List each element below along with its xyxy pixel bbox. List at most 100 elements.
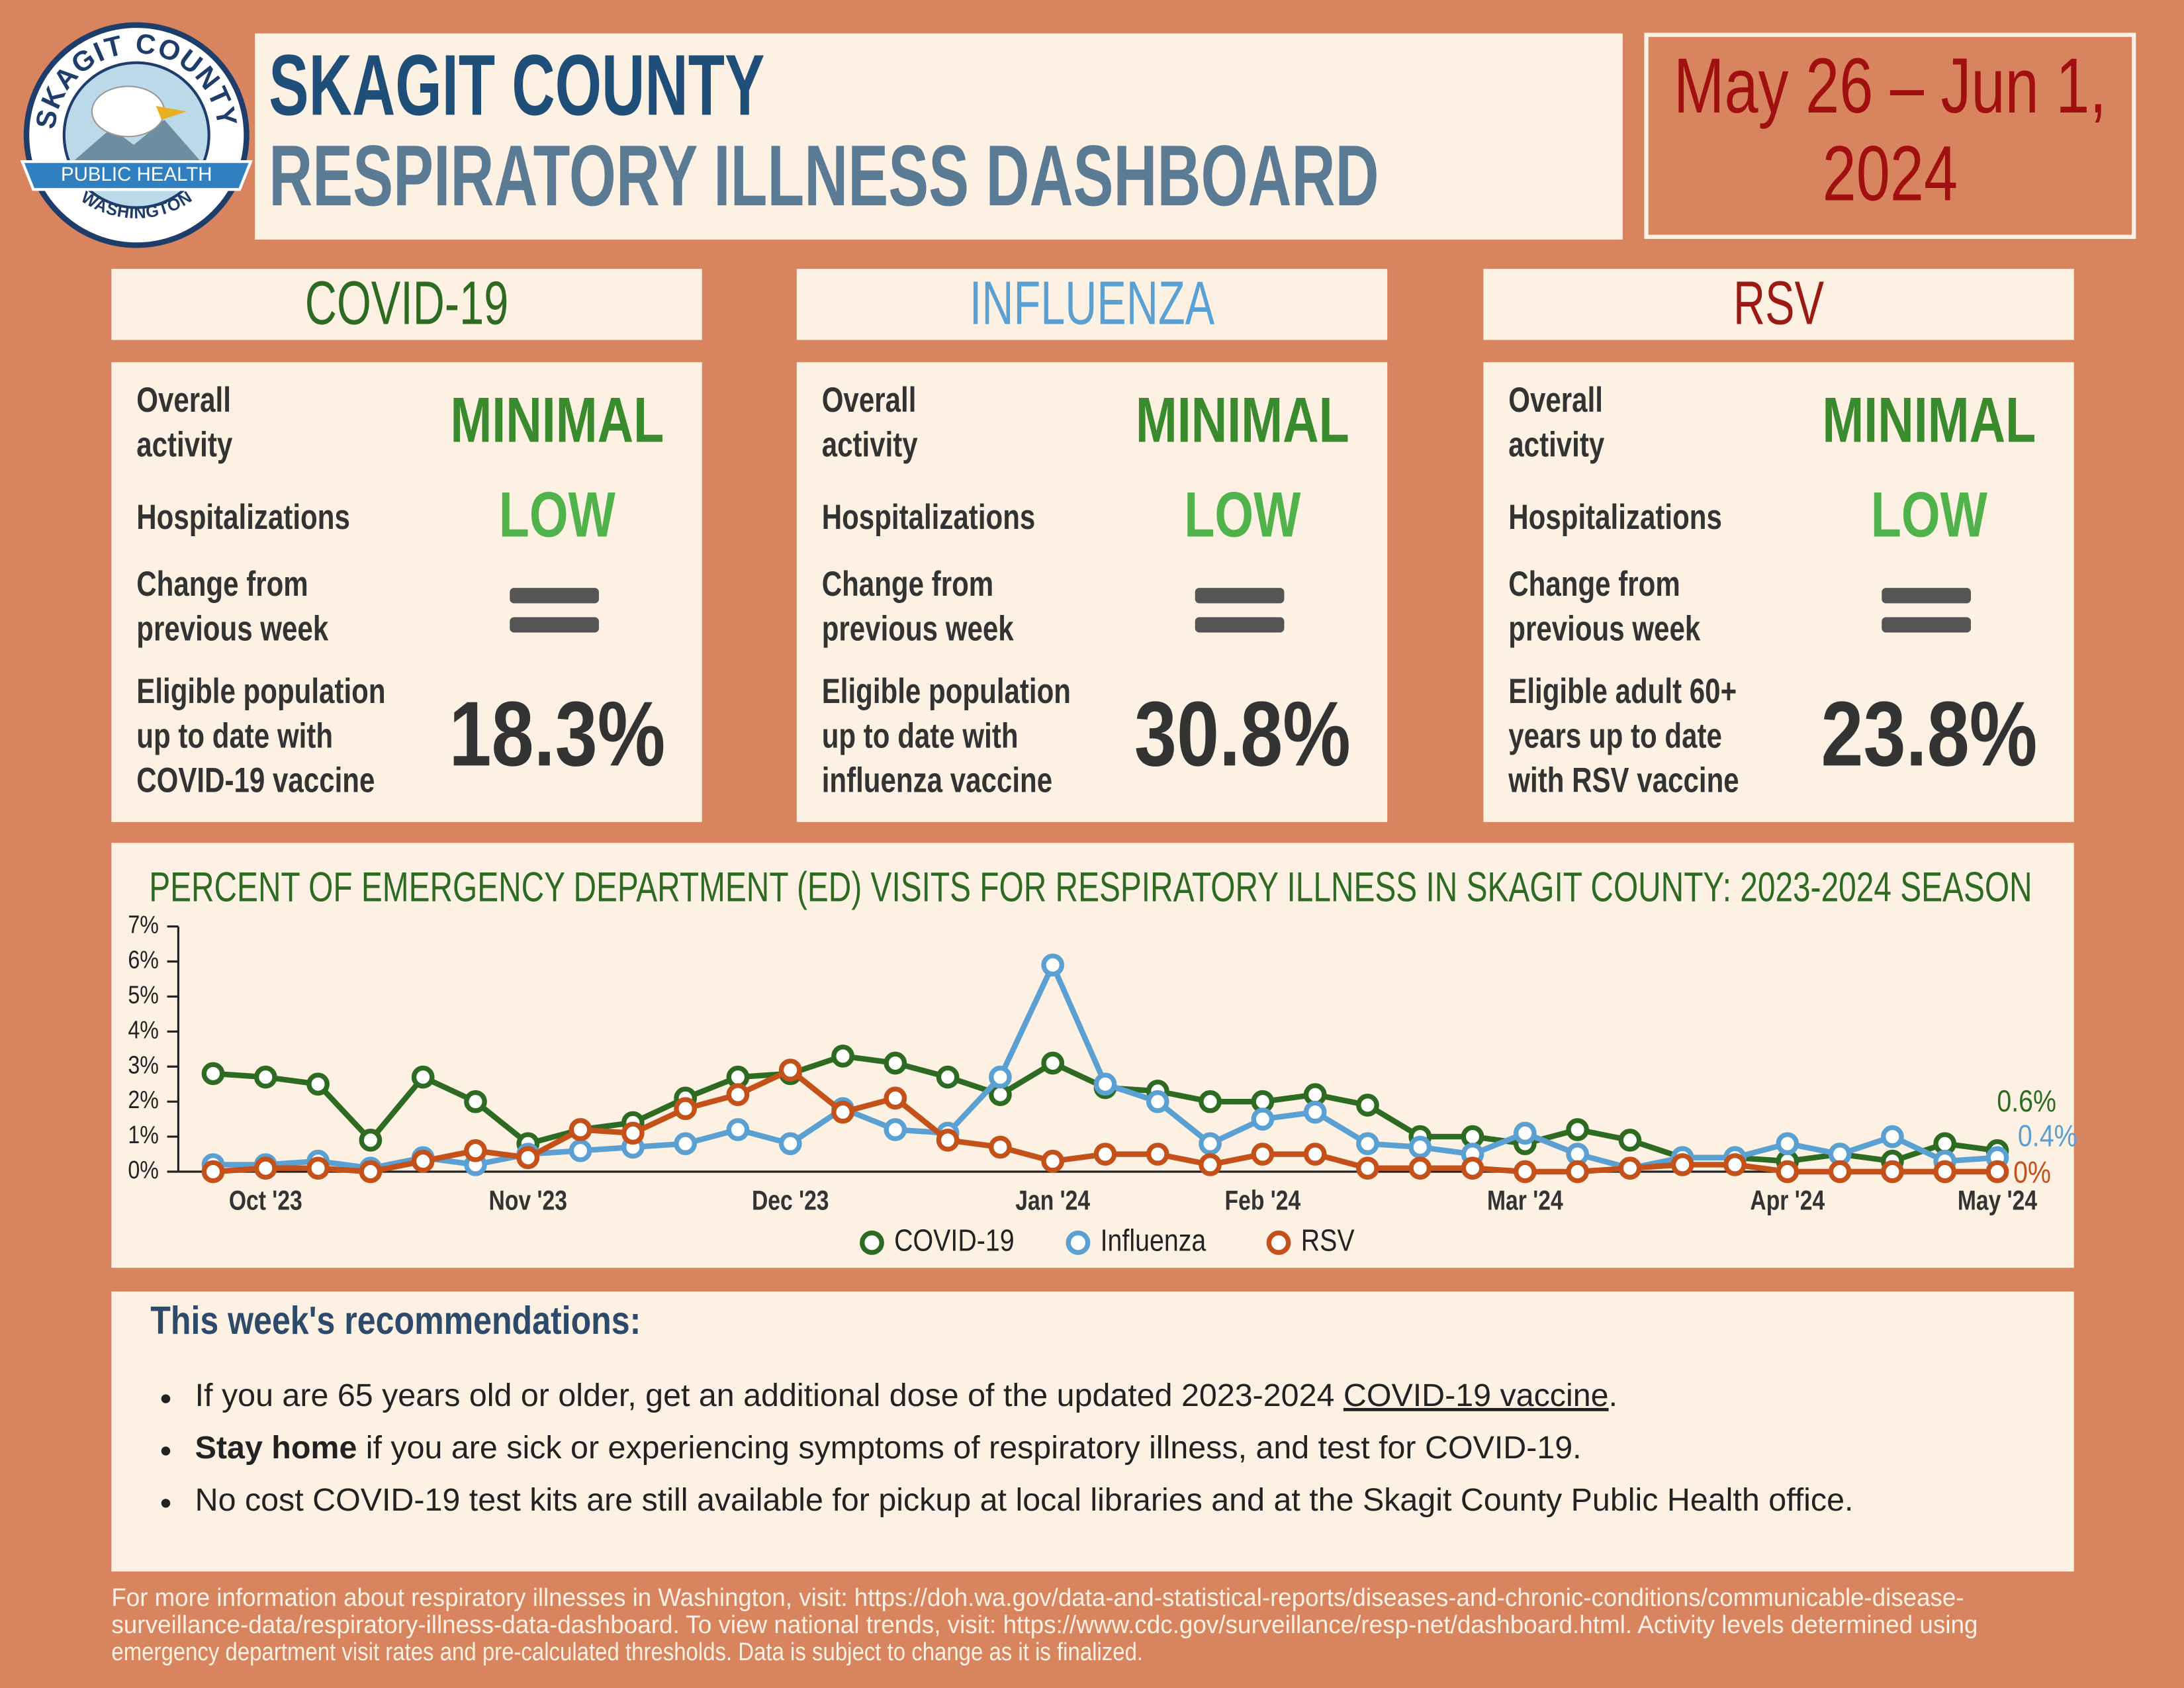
data-point xyxy=(569,1118,592,1141)
legend-label: Influenza xyxy=(1101,1224,1206,1258)
legend-marker xyxy=(1066,1230,1091,1255)
equal-icon xyxy=(1195,588,1285,604)
y-tick-label: 1% xyxy=(128,1121,159,1149)
legend-marker xyxy=(860,1230,884,1255)
data-point xyxy=(1356,1132,1379,1156)
data-point xyxy=(1828,1160,1852,1184)
recommendations-panel xyxy=(111,1291,2074,1572)
data-point xyxy=(1146,1090,1169,1113)
card-title: COVID-19 xyxy=(305,269,508,338)
card-body xyxy=(1483,362,2074,822)
value-label: 0% xyxy=(2013,1156,2051,1190)
title-line1: SKAGIT COUNTY xyxy=(269,36,764,133)
y-tick-label: 3% xyxy=(128,1051,159,1079)
logo-banner-text: PUBLIC HEALTH xyxy=(61,164,212,185)
data-point xyxy=(1251,1107,1275,1131)
y-tick-label: 5% xyxy=(128,981,159,1009)
data-point xyxy=(1776,1132,1799,1156)
card-row-label: Eligible adult 60+ xyxy=(1508,673,1737,712)
card-row-value: MINIMAL xyxy=(1822,385,2036,456)
recommendation-text: If you are 65 years old or older, get an… xyxy=(195,1378,1343,1413)
data-point xyxy=(884,1051,907,1075)
card-row-label: Overall xyxy=(822,381,917,420)
card-header xyxy=(111,269,702,340)
card-row-value: 18.3% xyxy=(449,682,665,786)
card-row-label: previous week xyxy=(1508,610,1700,649)
data-point xyxy=(674,1132,698,1156)
recommendation-text: if you are sick or experiencing symptoms… xyxy=(357,1430,1581,1466)
data-point xyxy=(1356,1156,1379,1180)
data-point xyxy=(989,1135,1012,1159)
data-point xyxy=(1303,1100,1327,1124)
equal-icon xyxy=(1882,588,1971,604)
data-point xyxy=(726,1083,750,1106)
data-point xyxy=(1933,1160,1957,1184)
card-row-label: years up to date xyxy=(1508,717,1722,756)
data-point xyxy=(359,1129,383,1152)
card-row-label: Hospitalizations xyxy=(1508,498,1722,538)
card-row-label: Change from xyxy=(136,565,308,604)
data-point xyxy=(569,1139,592,1162)
x-tick-label: Feb '24 xyxy=(1225,1186,1301,1216)
recommendation: No cost COVID-19 test kits are still ava… xyxy=(195,1482,1854,1518)
card-row-label: Eligible population xyxy=(136,673,385,712)
y-tick-label: 6% xyxy=(128,946,159,974)
recommendation-text: No cost COVID-19 test kits are still ava… xyxy=(195,1482,1854,1518)
bullet xyxy=(161,1394,171,1403)
data-point xyxy=(1618,1156,1642,1180)
data-point xyxy=(1618,1129,1642,1152)
card-row-value: 30.8% xyxy=(1134,682,1351,786)
data-point xyxy=(1513,1121,1537,1145)
data-point xyxy=(1408,1156,1432,1180)
card-row-value: MINIMAL xyxy=(1136,385,1349,456)
card-row-value: LOW xyxy=(1871,479,1987,551)
legend-label: RSV xyxy=(1301,1224,1355,1258)
data-point xyxy=(411,1065,435,1089)
legend-label: COVID-19 xyxy=(894,1224,1014,1258)
data-point xyxy=(1461,1156,1484,1180)
card-body xyxy=(796,362,1388,822)
chart-title: PERCENT OF EMERGENCY DEPARTMENT (ED) VIS… xyxy=(149,865,2032,911)
card-row-label: Change from xyxy=(1508,565,1680,604)
data-point xyxy=(936,1065,960,1089)
x-tick-label: Apr '24 xyxy=(1750,1186,1825,1216)
equal-icon xyxy=(510,617,599,633)
value-label: 0.6% xyxy=(1997,1084,2056,1119)
card-row-label: Hospitalizations xyxy=(822,498,1036,538)
data-point xyxy=(1985,1160,2009,1184)
value-label: 0.4% xyxy=(2018,1119,2077,1154)
data-point xyxy=(1146,1143,1169,1166)
card-row-label: Change from xyxy=(822,565,993,604)
footer-line: For more information about respiratory i… xyxy=(111,1584,1964,1612)
data-point xyxy=(1303,1143,1327,1166)
data-point xyxy=(726,1118,750,1141)
data-point xyxy=(411,1149,435,1173)
data-point xyxy=(1041,1051,1065,1075)
data-point xyxy=(359,1160,383,1184)
footer-line: emergency department visit rates and pre… xyxy=(111,1638,1143,1666)
legend-marker xyxy=(1266,1230,1291,1255)
card-row-value: 23.8% xyxy=(1821,682,2037,786)
card-row-label: Overall xyxy=(1508,381,1603,420)
data-point xyxy=(1566,1160,1589,1184)
data-point xyxy=(464,1090,487,1113)
title-line2: RESPIRATORY ILLNESS DASHBOARD xyxy=(269,127,1379,224)
data-point xyxy=(884,1118,907,1141)
data-point xyxy=(989,1065,1012,1089)
data-point xyxy=(1408,1135,1432,1159)
data-point xyxy=(1881,1160,1904,1184)
card-row-label: previous week xyxy=(822,610,1014,649)
card-row-value: LOW xyxy=(1184,479,1300,551)
data-point xyxy=(831,1100,854,1124)
recommendation-text: . xyxy=(1609,1378,1617,1413)
card-row-label: previous week xyxy=(136,610,328,649)
logo-banner xyxy=(20,160,253,191)
data-point xyxy=(621,1121,645,1145)
data-point xyxy=(1093,1143,1117,1166)
data-point xyxy=(1199,1090,1222,1113)
data-point xyxy=(1093,1072,1117,1096)
card-row-value: MINIMAL xyxy=(450,385,664,456)
x-tick-label: May '24 xyxy=(1958,1186,2037,1216)
data-point xyxy=(936,1129,960,1152)
data-point xyxy=(464,1139,487,1162)
